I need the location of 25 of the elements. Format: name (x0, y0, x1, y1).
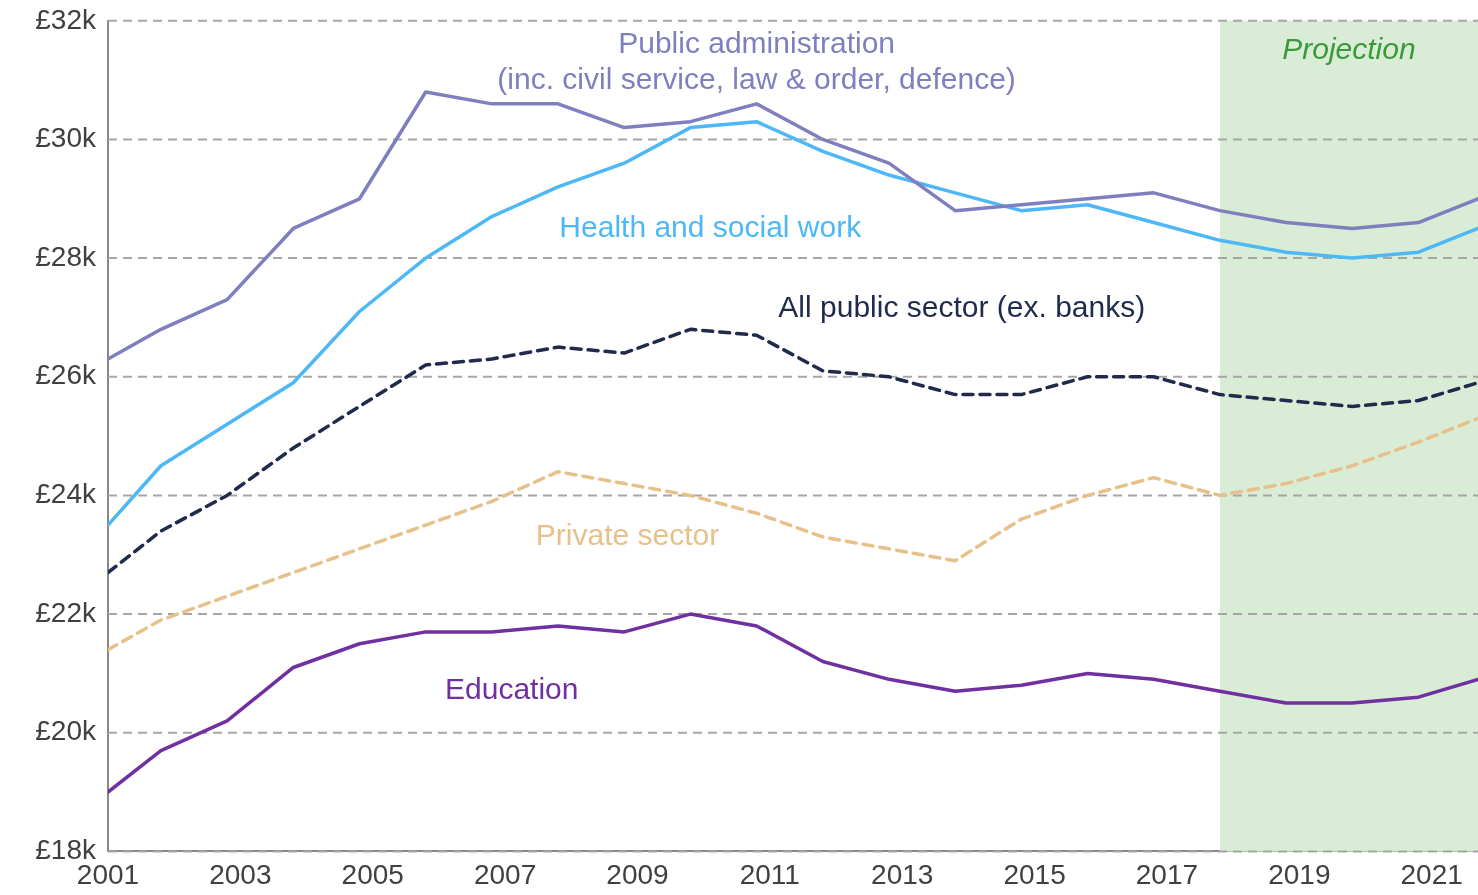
y-tick-label: £28k (35, 240, 97, 272)
line-series (108, 416, 1478, 652)
x-tick-label: 2005 (341, 858, 404, 890)
line-series (108, 327, 1478, 575)
y-tick-label: £30k (35, 122, 97, 154)
x-tick-label: 2011 (739, 858, 800, 890)
x-tick-label: 2007 (473, 858, 537, 890)
series-label: Public administration (inc. civil service, law & order, defence) (497, 25, 1016, 95)
series-label: Education (445, 672, 579, 706)
series-label: Private sector (535, 518, 720, 552)
series-label: All public sector (ex. banks) (778, 289, 1146, 323)
x-tick-label: 2017 (1135, 858, 1199, 890)
series-label: Health and social work (559, 209, 863, 243)
x-tick-label: 2015 (1003, 858, 1066, 890)
y-tick-label: £20k (35, 715, 97, 747)
x-tick-label: 2009 (606, 858, 669, 890)
y-tick-label: £22k (35, 596, 97, 628)
y-tick-label: £26k (35, 359, 97, 391)
x-tick-label: 2003 (209, 858, 272, 890)
y-tick-label: £32k (35, 3, 97, 35)
x-tick-label: 2021 (1400, 858, 1463, 890)
y-tick-label: £24k (35, 478, 97, 510)
band-label: Projection (1282, 32, 1416, 66)
x-tick-label: 2013 (871, 858, 934, 890)
x-tick-label: 2019 (1268, 858, 1331, 890)
